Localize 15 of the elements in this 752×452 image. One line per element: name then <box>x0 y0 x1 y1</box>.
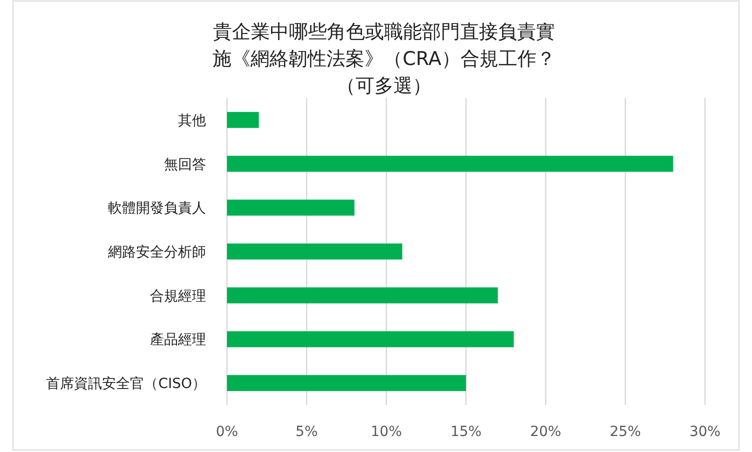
y-tick-label: 其他 <box>178 112 206 129</box>
y-tick-label: 首席資訊安全官（CISO） <box>46 376 206 392</box>
x-tick-label: 25% <box>610 424 641 440</box>
y-tick-label: 產品經理 <box>150 332 206 348</box>
y-tick-label: 合規經理 <box>150 288 206 304</box>
x-tick-label: 20% <box>530 424 562 440</box>
title: 貴企業中哪些角色或職能部門直接負責實施《網絡韌性法案》（CRA）合規工作？（可多選） <box>212 21 556 97</box>
x-tick-label: 30% <box>689 424 721 440</box>
x-tick-label: 5% <box>296 424 318 440</box>
y-tick-label: 無回答 <box>164 156 206 173</box>
x-tick-label: 10% <box>370 424 402 440</box>
x-tick-label: 15% <box>450 424 482 440</box>
y-tick-label: 網路安全分析師 <box>107 244 206 260</box>
x-tick-label: 0% <box>216 424 238 440</box>
y-tick-label: 軟體開發負責人 <box>108 200 206 217</box>
